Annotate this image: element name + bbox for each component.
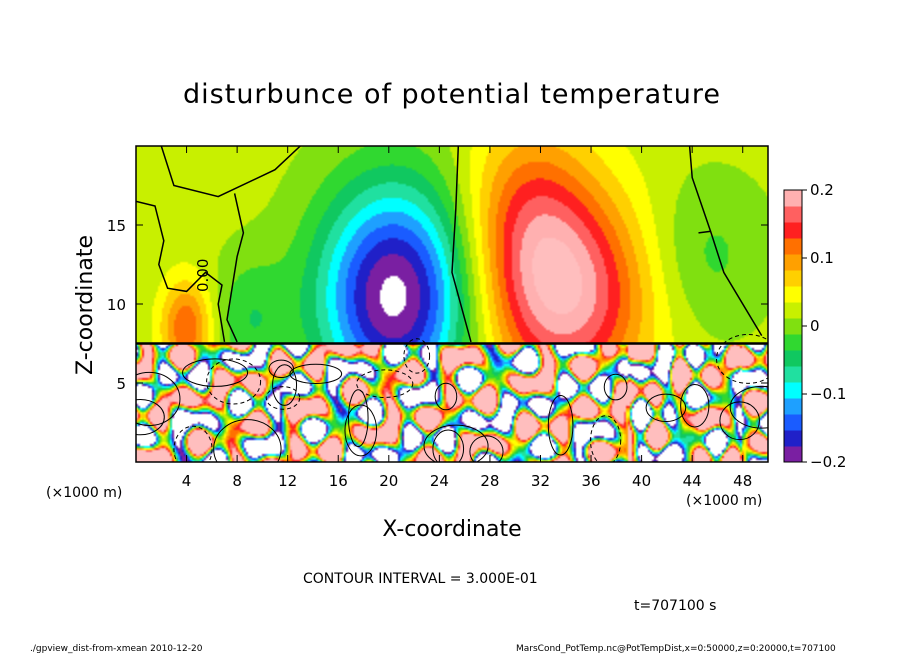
layer-contour — [547, 395, 574, 456]
layer-contour — [680, 384, 710, 428]
colorbar-swatch — [784, 350, 802, 367]
layer-contour — [403, 338, 431, 374]
colorbar-swatch — [784, 414, 802, 431]
layer-contour — [268, 359, 295, 379]
x-tick-label: 28 — [480, 472, 499, 490]
layer-contour — [344, 404, 378, 457]
layer-contour — [432, 429, 465, 462]
x-tick-label: 4 — [182, 472, 192, 490]
layer-contour — [434, 382, 458, 411]
layer-contour — [716, 333, 768, 384]
x-tick-label: 48 — [733, 472, 752, 490]
zero-contour — [451, 146, 472, 343]
layer-contour — [356, 369, 414, 398]
layer-contour — [347, 389, 369, 448]
colorbar-swatch — [784, 190, 802, 207]
layer-contour — [182, 358, 249, 387]
x-tick-label: 12 — [278, 472, 297, 490]
chart-title: disturbunce of potential temperature — [183, 79, 721, 110]
x-tick-label: 40 — [632, 472, 651, 490]
contour-interval: CONTOUR INTERVAL = 3.000E-01 — [303, 571, 538, 587]
colorbar-swatch — [784, 446, 802, 463]
footer-left: ./gpview_dist-from-xmean 2010-12-20 — [30, 644, 203, 654]
layer-contour — [589, 415, 622, 462]
x-tick-label: 24 — [430, 472, 449, 490]
x-axis-unit-left: (×1000 m) — [46, 485, 122, 501]
layer-contour — [173, 425, 213, 462]
time-stamp: t=707100 s — [634, 598, 716, 614]
layer-contour — [136, 398, 165, 436]
colorbar — [784, 190, 802, 463]
layer-contour — [265, 386, 301, 410]
zero-contour — [688, 146, 763, 336]
layer-contour — [729, 385, 768, 429]
x-axis-ticks: 4 8 12 16 20 24 28 32 36 40 44 48 — [182, 146, 752, 490]
colorbar-tick-label: 0.2 — [810, 181, 834, 199]
zero-contour — [160, 146, 301, 198]
layer-contour — [136, 371, 181, 426]
colorbar-swatch — [784, 398, 802, 415]
x-tick-label: 8 — [232, 472, 242, 490]
colorbar-swatch — [784, 222, 802, 239]
y-tick-label: 15 — [107, 217, 126, 235]
x-axis-unit-right: (×1000 m) — [686, 493, 762, 509]
colorbar-ticks: 0.2 0.1 0 −0.1 −0.2 — [802, 181, 846, 471]
colorbar-swatch — [784, 430, 802, 447]
colorbar-tick-label: 0.1 — [810, 249, 834, 267]
x-axis-label: X-coordinate — [382, 517, 521, 542]
layer-contour — [645, 393, 687, 423]
x-tick-label: 36 — [581, 472, 600, 490]
colorbar-tick-label: −0.1 — [810, 385, 846, 403]
colorbar-swatch — [784, 382, 802, 399]
colorbar-swatch — [784, 318, 802, 335]
colorbar-swatch — [784, 238, 802, 255]
footer-right: MarsCond_PotTemp.nc@PotTempDist,x=0:5000… — [516, 644, 836, 654]
x-tick-label: 20 — [379, 472, 398, 490]
temperature-field-raster — [136, 146, 768, 462]
colorbar-swatch — [784, 206, 802, 223]
layer-contour — [719, 401, 760, 441]
zero-contour — [226, 193, 245, 343]
zero-contour — [136, 200, 226, 343]
y-axis-ticks: 5 10 15 — [107, 217, 768, 393]
colorbar-swatch — [784, 302, 802, 319]
x-tick-label: 16 — [329, 472, 348, 490]
colorbar-tick-label: 0 — [810, 317, 820, 335]
colorbar-swatch — [784, 270, 802, 287]
contour-label: 0.00 — [194, 259, 212, 292]
layer-contour — [469, 435, 504, 462]
colorbar-swatch — [784, 366, 802, 383]
layer-contour — [423, 424, 489, 462]
contour-lines — [136, 146, 768, 462]
plot-area — [136, 146, 768, 462]
layer-contour — [213, 419, 282, 462]
layer-contour — [603, 373, 628, 401]
colorbar-swatch — [784, 334, 802, 351]
colorbar-tick-label: −0.2 — [810, 453, 846, 471]
colorbar-swatch — [784, 254, 802, 271]
x-tick-label: 44 — [683, 472, 702, 490]
layer-contour — [272, 364, 298, 406]
x-tick-label: 32 — [531, 472, 550, 490]
layer-contour — [289, 363, 343, 384]
zero-contour — [698, 230, 712, 234]
colorbar-swatch — [784, 286, 802, 303]
y-tick-label: 10 — [107, 296, 126, 314]
layer-contour — [206, 358, 262, 405]
y-axis-label: Z-coordinate — [73, 235, 98, 375]
y-tick-label: 5 — [116, 375, 126, 393]
